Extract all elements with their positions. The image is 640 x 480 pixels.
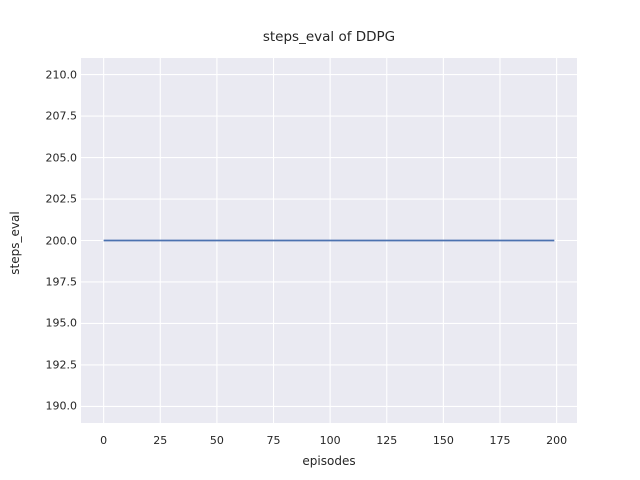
- y-axis-label: steps_eval: [8, 211, 22, 275]
- y-tick-label: 207.5: [45, 109, 78, 123]
- plot-area: [81, 58, 577, 423]
- y-tick-label: 192.5: [45, 358, 78, 372]
- x-tick-label: 50: [209, 434, 224, 447]
- y-tick-label: 195.0: [45, 316, 78, 330]
- x-tick-label: 150: [432, 434, 454, 447]
- y-tick-label: 200.0: [45, 234, 78, 247]
- y-tick-label: 205.0: [45, 151, 78, 165]
- x-axis-label: episodes: [302, 454, 356, 468]
- plot-canvas: [81, 58, 577, 423]
- x-tick-label: 25: [153, 434, 168, 447]
- x-tick-label: 75: [266, 434, 281, 447]
- y-tick-label: 202.5: [45, 192, 78, 206]
- x-tick-label: 125: [376, 434, 398, 447]
- y-tick-label: 197.5: [45, 275, 78, 289]
- x-tick-label: 175: [489, 434, 511, 447]
- x-tick-label: 200: [546, 434, 568, 447]
- y-tick-label: 190.0: [45, 399, 78, 413]
- x-tick-label: 0: [100, 434, 108, 447]
- x-tick-label: 100: [319, 434, 341, 447]
- chart-title: steps_eval of DDPG: [262, 29, 396, 45]
- y-tick-label: 210.0: [45, 68, 78, 82]
